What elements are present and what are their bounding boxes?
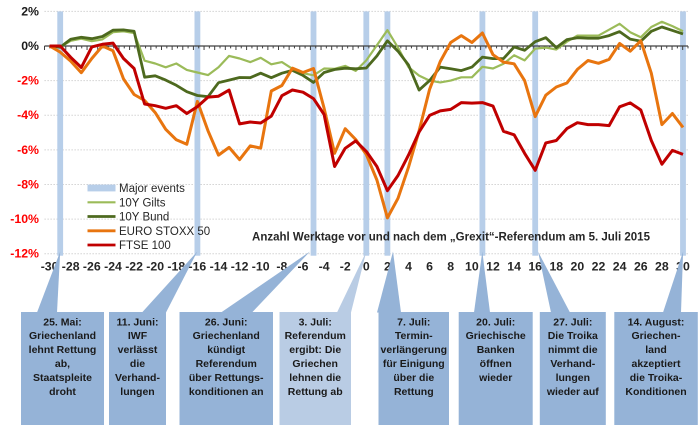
svg-text:Griechenland: Griechenland (193, 330, 260, 342)
svg-text:Referendum: Referendum (196, 358, 257, 370)
svg-text:über Rettungs-: über Rettungs- (189, 372, 264, 384)
svg-text:über die: über die (393, 372, 434, 384)
svg-text:land: land (645, 344, 667, 356)
svg-text:lehnen die: lehnen die (289, 372, 341, 384)
svg-text:-24: -24 (104, 260, 122, 274)
svg-text:Konditionen: Konditionen (625, 386, 686, 398)
svg-text:-20: -20 (146, 260, 164, 274)
svg-text:-8: -8 (276, 260, 287, 274)
svg-text:16: 16 (528, 260, 542, 274)
svg-text:lungen: lungen (556, 372, 590, 384)
svg-text:-26: -26 (83, 260, 101, 274)
svg-text:-12: -12 (231, 260, 249, 274)
svg-text:10: 10 (465, 260, 479, 274)
svg-text:-2%: -2% (17, 74, 39, 88)
svg-text:kündigt: kündigt (207, 344, 245, 356)
svg-text:-28: -28 (62, 260, 80, 274)
svg-text:-4: -4 (319, 260, 330, 274)
svg-text:27. Juli:: 27. Juli: (553, 316, 592, 328)
svg-text:Major events: Major events (119, 183, 185, 195)
svg-text:Verhand-: Verhand- (115, 372, 160, 384)
svg-text:Verhand-: Verhand- (550, 358, 595, 370)
svg-text:Griechen-: Griechen- (631, 330, 681, 342)
svg-text:26: 26 (634, 260, 648, 274)
svg-text:20: 20 (571, 260, 585, 274)
svg-text:-2: -2 (340, 260, 351, 274)
svg-text:-6%: -6% (17, 143, 39, 157)
svg-text:2%: 2% (21, 4, 39, 18)
svg-text:öffnen: öffnen (480, 358, 512, 370)
svg-text:wieder auf: wieder auf (546, 386, 599, 398)
svg-text:28: 28 (655, 260, 669, 274)
svg-text:24: 24 (613, 260, 627, 274)
svg-text:-12%: -12% (10, 247, 39, 261)
svg-text:-10: -10 (252, 260, 270, 274)
svg-text:Griechen: Griechen (292, 358, 338, 370)
svg-text:-22: -22 (125, 260, 143, 274)
svg-text:Rettung ab: Rettung ab (288, 386, 343, 398)
svg-text:Anzahl Werktage vor und nach d: Anzahl Werktage vor und nach dem „Grexit… (252, 232, 651, 244)
svg-text:lehnt Rettung: lehnt Rettung (29, 344, 97, 356)
svg-text:wieder: wieder (478, 372, 512, 384)
svg-text:die Troika-: die Troika- (630, 372, 683, 384)
svg-text:-16: -16 (189, 260, 207, 274)
svg-text:ab,: ab, (55, 358, 70, 370)
svg-text:20. Juli:: 20. Juli: (476, 316, 515, 328)
svg-text:-4%: -4% (17, 108, 39, 122)
svg-text:14. August:: 14. August: (628, 316, 685, 328)
svg-text:nimmt die: nimmt die (548, 344, 598, 356)
svg-text:7. Juli:: 7. Juli: (397, 316, 430, 328)
svg-text:IWF: IWF (128, 330, 148, 342)
svg-text:Die Troika: Die Troika (548, 330, 598, 342)
svg-text:0: 0 (363, 260, 370, 274)
svg-text:6: 6 (426, 260, 433, 274)
svg-text:Griechische: Griechische (466, 330, 526, 342)
svg-text:Termin-: Termin- (395, 330, 433, 342)
svg-text:FTSE 100: FTSE 100 (119, 240, 171, 252)
svg-text:-10%: -10% (10, 212, 39, 226)
svg-text:-14: -14 (210, 260, 228, 274)
svg-text:verlängerung: verlängerung (381, 344, 448, 356)
svg-text:die: die (130, 358, 145, 370)
svg-text:droht: droht (49, 386, 76, 398)
svg-text:Rettung: Rettung (394, 386, 434, 398)
svg-text:akzeptiert: akzeptiert (631, 358, 681, 370)
svg-text:12: 12 (486, 260, 500, 274)
svg-text:22: 22 (592, 260, 606, 274)
svg-text:18: 18 (549, 260, 563, 274)
svg-text:verlässt: verlässt (118, 344, 158, 356)
svg-text:Staatspleite: Staatspleite (33, 372, 92, 384)
svg-text:26. Juni:: 26. Juni: (205, 316, 248, 328)
svg-text:Referendum: Referendum (285, 330, 346, 342)
svg-text:25. Mai:: 25. Mai: (43, 316, 82, 328)
svg-text:3. Juli:: 3. Juli: (299, 316, 332, 328)
svg-text:11. Juni:: 11. Juni: (116, 316, 158, 328)
svg-text:ergibt: Die: ergibt: Die (289, 344, 341, 356)
svg-text:10Y Bund: 10Y Bund (119, 212, 169, 224)
svg-text:10Y Gilts: 10Y Gilts (119, 197, 166, 209)
svg-text:EURO STOXX 50: EURO STOXX 50 (119, 226, 210, 238)
svg-text:0%: 0% (21, 39, 39, 53)
svg-text:lungen: lungen (120, 386, 154, 398)
svg-text:-6: -6 (298, 260, 309, 274)
svg-text:Banken: Banken (477, 344, 515, 356)
svg-text:8: 8 (447, 260, 454, 274)
svg-text:4: 4 (405, 260, 412, 274)
svg-text:2: 2 (384, 260, 391, 274)
svg-text:konditionen an: konditionen an (189, 386, 264, 398)
svg-text:für Einigung: für Einigung (383, 358, 445, 370)
svg-text:14: 14 (507, 260, 521, 274)
svg-text:-8%: -8% (17, 178, 39, 192)
svg-text:Griechenland: Griechenland (29, 330, 96, 342)
